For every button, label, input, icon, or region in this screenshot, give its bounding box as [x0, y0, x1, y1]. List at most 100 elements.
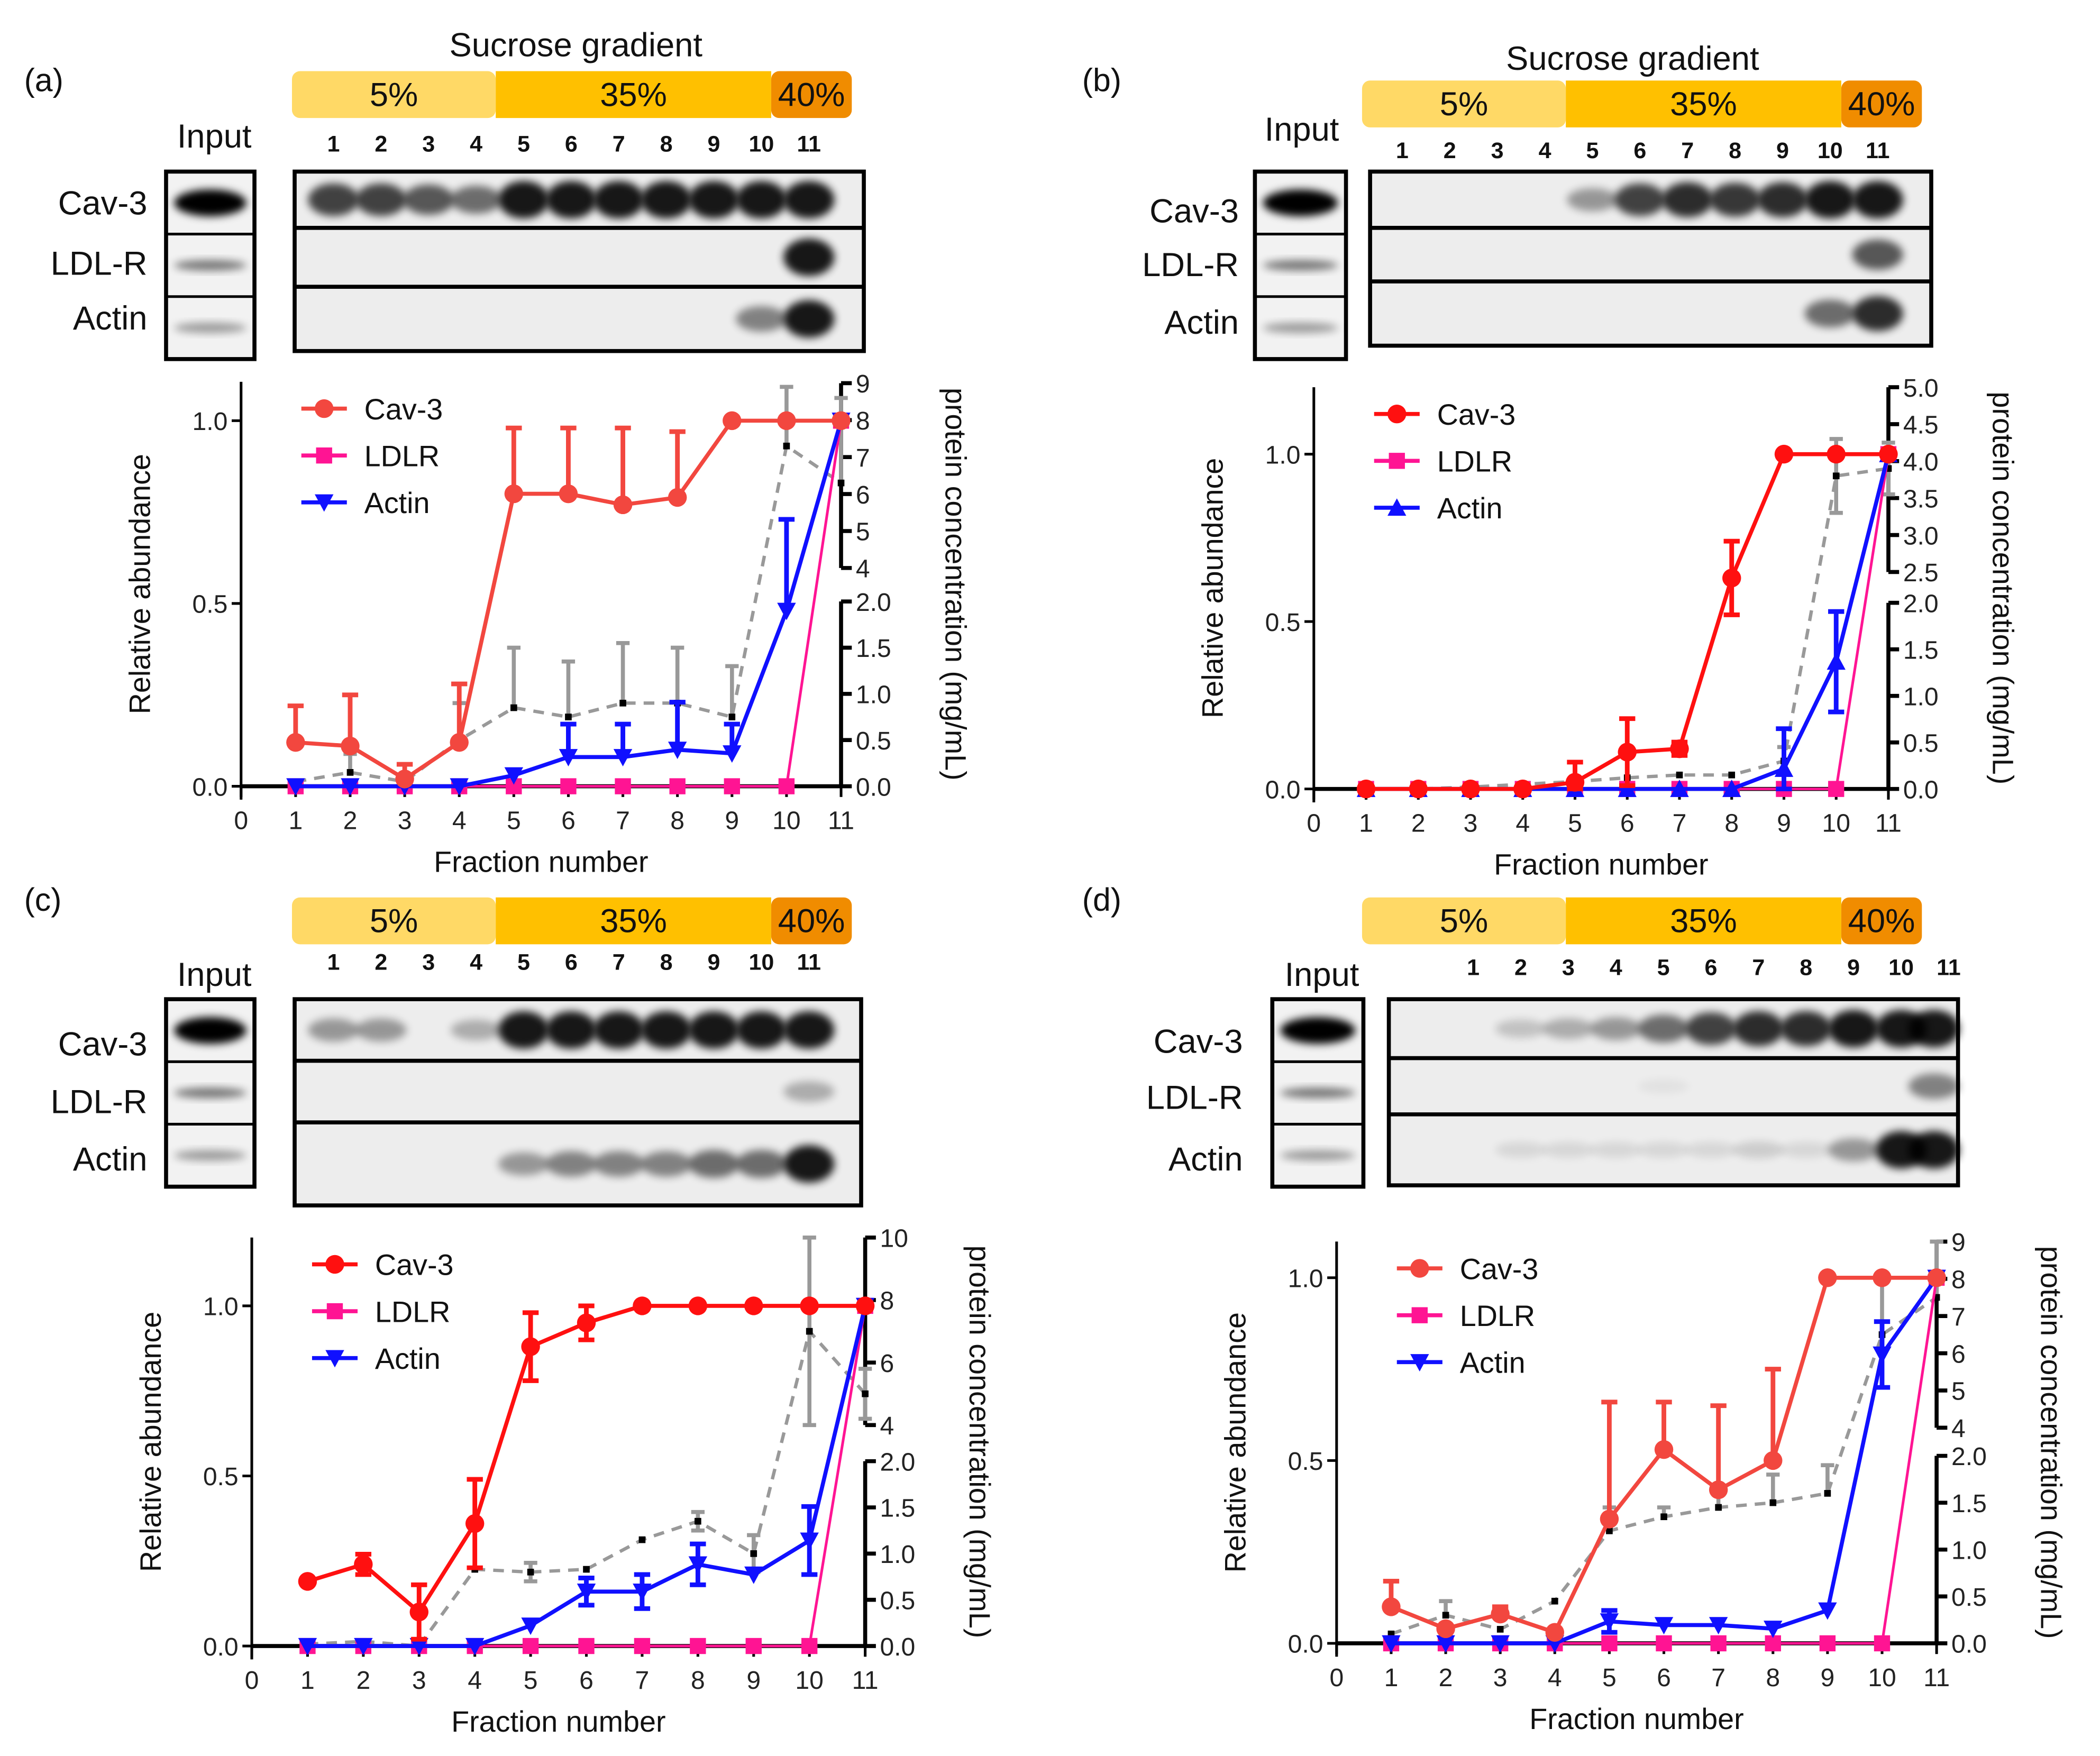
blot-band: [355, 183, 407, 216]
gradient-title: Sucrose gradient: [1506, 40, 1759, 77]
protein-point: [1442, 1612, 1449, 1619]
y-tick-label: 1.0: [1265, 441, 1301, 469]
marker-triangle-down: [298, 1638, 317, 1656]
y2-tick-label: 1.5: [856, 634, 891, 663]
fraction-number: 5: [1657, 955, 1670, 981]
marker-circle: [1356, 779, 1376, 799]
x-tick-label: 3: [1493, 1663, 1508, 1692]
series-cav-3: [1382, 1268, 1946, 1642]
marker-square: [522, 1638, 539, 1654]
marker-triangle-down: [409, 1638, 428, 1656]
marker-square: [1828, 781, 1845, 797]
y2-tick-label: 8: [1951, 1266, 1966, 1294]
blot-band: [593, 1151, 644, 1177]
marker-square: [690, 1638, 706, 1654]
x-tick-label: 10: [795, 1666, 824, 1695]
blot-band: [641, 1151, 692, 1177]
marker-circle: [298, 1572, 317, 1591]
blot-band: [1733, 1141, 1784, 1159]
blot-label: Cav-3: [58, 185, 148, 222]
sucrose-gradient-bar: 5% 35% 40%: [1362, 897, 1922, 945]
fraction-number: 7: [613, 949, 625, 975]
marker-triangle-down: [1491, 1635, 1510, 1653]
blot-label: Actin: [1164, 304, 1239, 341]
x-tick-label: 11: [1875, 809, 1902, 838]
x-tick-label: 8: [1766, 1663, 1780, 1692]
fraction-number: 4: [1610, 955, 1622, 981]
fraction-number: 2: [1514, 955, 1527, 981]
fraction-number: 11: [1866, 138, 1890, 163]
marker-triangle-down: [1654, 1617, 1674, 1635]
protein-point: [527, 1568, 534, 1576]
marker-square: [669, 778, 686, 794]
series-cav-3: [286, 411, 851, 789]
sucrose-gradient-bar: 5% 35% 40%: [1362, 80, 1922, 127]
marker-triangle-down: [1873, 1346, 1892, 1364]
marker-circle: [1709, 1480, 1728, 1499]
blot-band: [1852, 239, 1903, 270]
blot-band: [1852, 296, 1903, 331]
marker-circle: [1774, 444, 1794, 464]
input-band: [174, 189, 246, 216]
fraction-number: 3: [1562, 955, 1575, 981]
x-axis-label: Fraction number: [1494, 848, 1708, 881]
marker-circle: [1491, 1604, 1510, 1624]
x-tick-label: 6: [1620, 809, 1635, 838]
y2-tick-label: 0.0: [856, 773, 891, 801]
y-tick-label: 0.0: [193, 773, 228, 801]
y2-tick-label: 4: [1951, 1414, 1966, 1443]
y2-tick-label: 4.5: [1903, 411, 1939, 440]
marker-circle: [1818, 1268, 1837, 1287]
x-tick-label: 2: [356, 1666, 370, 1695]
fraction-blot: [293, 169, 866, 353]
panel-label: (d): [1082, 882, 1121, 918]
y2-tick-label: 2.0: [1951, 1442, 1987, 1471]
input-band: [174, 1087, 246, 1099]
y2-tick-label: 1.5: [1903, 636, 1939, 664]
y2-tick-label: 6: [1951, 1340, 1966, 1368]
marker-circle: [504, 484, 524, 504]
blot-band: [736, 306, 787, 332]
marker-triangle-down: [521, 1617, 540, 1635]
marker-circle: [1409, 779, 1428, 799]
gradient-label: 35%: [600, 903, 667, 940]
blot-band: [1709, 182, 1761, 217]
legend-label: Actin: [1437, 492, 1503, 525]
x-tick-label: 9: [1821, 1663, 1835, 1692]
x-tick-label: 1: [1359, 809, 1373, 838]
marker-triangle-up: [1722, 779, 1741, 797]
y-tick-label: 0.5: [1288, 1447, 1323, 1476]
marker-triangle-down: [777, 602, 796, 620]
marker-triangle-up: [1827, 652, 1846, 670]
protein-point: [728, 714, 736, 720]
y-axis-label: Relative abundance: [124, 454, 157, 714]
y2-tick-label: 5: [856, 518, 870, 546]
y2-tick-label: 1.0: [880, 1540, 915, 1569]
x-tick-label: 5: [1602, 1663, 1617, 1692]
x-tick-label: 1: [288, 807, 303, 835]
marker-circle: [1382, 1597, 1401, 1616]
legend-label: Actin: [375, 1342, 441, 1375]
input-band: [174, 260, 246, 271]
blot-band: [498, 1152, 550, 1176]
gradient-segment: [771, 71, 852, 118]
blot-band: [450, 186, 502, 214]
input-band: [1280, 1017, 1356, 1044]
y2-tick-label: 2.0: [856, 588, 891, 617]
y-tick-label: 1.0: [1288, 1264, 1323, 1293]
blot-band: [1828, 1010, 1879, 1048]
x-tick-label: 1: [300, 1666, 315, 1695]
y2-tick-label: 5: [1951, 1377, 1966, 1406]
blot-band: [498, 1011, 550, 1049]
x-tick-label: 2: [343, 807, 358, 835]
marker-triangle-down: [577, 1583, 596, 1601]
marker-triangle-down: [1709, 1617, 1728, 1635]
blot-band: [1638, 1078, 1689, 1094]
legend: Cav-3 LDLR Actin: [1374, 398, 1515, 525]
y2-tick-label: 1.5: [880, 1494, 915, 1523]
blot-band: [1662, 182, 1713, 217]
gradient-label: 35%: [600, 76, 667, 113]
